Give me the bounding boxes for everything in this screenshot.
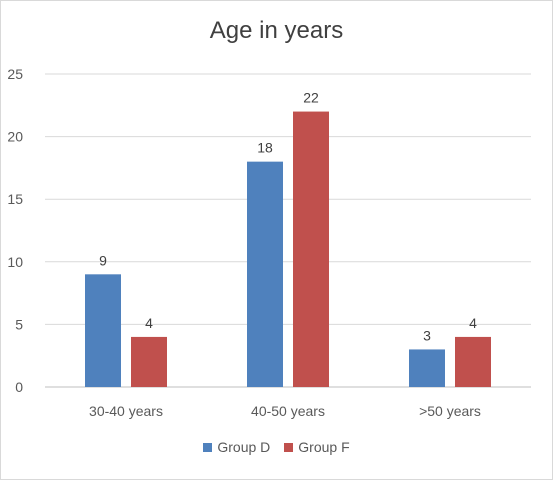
bar-group-f-3 bbox=[455, 336, 491, 387]
y-tick-label-10: 10 bbox=[7, 254, 23, 270]
y-tick-label-15: 15 bbox=[7, 191, 23, 207]
legend-swatch-group-f bbox=[284, 442, 294, 452]
data-label-group-f-3: 4 bbox=[469, 315, 477, 331]
y-tick-label-20: 20 bbox=[7, 129, 23, 145]
x-tick-label-3: >50 years bbox=[419, 403, 481, 419]
y-tick-label-5: 5 bbox=[15, 316, 23, 332]
legend-item-group-f: Group F bbox=[284, 439, 350, 455]
legend: Group D Group F bbox=[1, 439, 552, 455]
x-tick-label-2: 40-50 years bbox=[251, 403, 325, 419]
chart-title: Age in years bbox=[209, 17, 344, 44]
legend-label-group-d: Group D bbox=[217, 439, 271, 455]
bar-group-f-2 bbox=[293, 111, 329, 387]
bar-group-f-1 bbox=[131, 336, 167, 387]
legend-label-group-f: Group F bbox=[298, 439, 350, 455]
bar-group-d-2 bbox=[247, 161, 283, 387]
data-label-group-f-1: 4 bbox=[145, 315, 153, 331]
y-tick-label-0: 0 bbox=[15, 379, 23, 395]
data-label-group-d-3: 3 bbox=[423, 327, 431, 343]
data-label-group-f-2: 22 bbox=[303, 90, 319, 106]
bar-group-d-1 bbox=[85, 274, 121, 387]
bar-group-d-3 bbox=[409, 349, 445, 387]
x-tick-label-1: 30-40 years bbox=[89, 403, 163, 419]
legend-item-group-d: Group D bbox=[203, 439, 270, 455]
legend-swatch-group-d bbox=[203, 442, 213, 452]
y-tick-label-25: 25 bbox=[7, 66, 23, 82]
data-label-group-d-2: 18 bbox=[257, 140, 273, 156]
data-label-group-d-1: 9 bbox=[99, 252, 107, 268]
